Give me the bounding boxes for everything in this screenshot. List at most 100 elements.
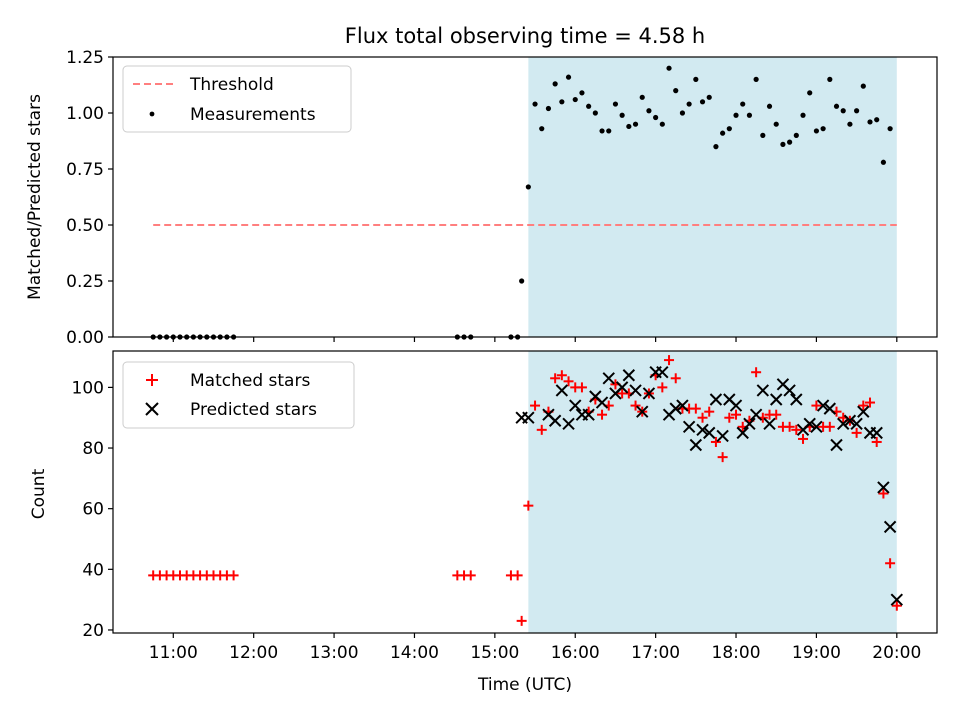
measurement-point bbox=[579, 90, 585, 96]
measurement-point bbox=[773, 121, 779, 127]
predicted-star-point bbox=[743, 417, 756, 430]
measurement-point bbox=[740, 101, 746, 107]
predicted-star-point bbox=[669, 402, 682, 415]
observing-window-shade-bottom bbox=[528, 351, 897, 633]
predicted-star-point bbox=[682, 420, 696, 434]
top-legend: Threshold Measurements bbox=[122, 65, 352, 133]
measurement-point bbox=[827, 76, 833, 82]
matched-star-point bbox=[550, 373, 561, 384]
predicted-star-point bbox=[689, 438, 703, 452]
top-legend-box bbox=[122, 65, 352, 133]
predicted-legend-swatch bbox=[145, 402, 159, 416]
predicted-star-point bbox=[749, 408, 763, 421]
predicted-star-point bbox=[703, 426, 716, 440]
matched-star-point bbox=[704, 406, 715, 417]
measurement-point bbox=[539, 126, 545, 132]
measurement-point bbox=[854, 108, 860, 114]
predicted-star-point bbox=[810, 420, 823, 434]
predicted-legend-label: Predicted stars bbox=[190, 400, 317, 420]
matched-star-point bbox=[576, 382, 587, 393]
measurement-point bbox=[766, 103, 773, 109]
measurement-point bbox=[780, 141, 786, 147]
matched-star-point bbox=[697, 412, 708, 423]
measurement-point bbox=[525, 184, 531, 190]
top-y-axis: 0.00 0.25 0.50 0.75 1.00 1.25 bbox=[66, 48, 113, 348]
predicted-star-point bbox=[870, 426, 883, 440]
top-y-tick-label: 1.25 bbox=[66, 48, 104, 68]
matched-star-point bbox=[771, 409, 782, 420]
predicted-star-point bbox=[857, 405, 870, 418]
measurement-point bbox=[706, 94, 712, 100]
bottom-y-tick-label: 100 bbox=[72, 378, 104, 398]
x-tick-label: 19:00 bbox=[792, 643, 841, 663]
measurement-point bbox=[545, 105, 552, 112]
x-tick-label: 15:00 bbox=[470, 643, 519, 663]
matched-star-point bbox=[664, 355, 675, 366]
measurement-point bbox=[686, 101, 692, 107]
measurement-point bbox=[720, 130, 726, 136]
measurement-point bbox=[887, 126, 893, 132]
measurement-point bbox=[639, 94, 645, 100]
measurement-point bbox=[880, 159, 887, 165]
matched-star-point bbox=[824, 421, 835, 432]
matched-star-point bbox=[556, 370, 567, 381]
predicted-star-point bbox=[883, 520, 897, 534]
x-tick-label: 20:00 bbox=[872, 643, 921, 663]
predicted-star-point bbox=[595, 396, 609, 409]
matched-star-point bbox=[811, 400, 822, 411]
top-y-tick-label: 1.00 bbox=[66, 104, 104, 124]
predicted-star-point bbox=[816, 399, 830, 412]
measurement-point bbox=[532, 101, 538, 107]
bottom-x-axis: 11:00 12:00 13:00 14:00 15:00 16:00 17:00 18:00… bbox=[149, 633, 921, 663]
predicted-star-point bbox=[622, 369, 636, 382]
predicted-star-point bbox=[756, 384, 770, 397]
bottom-y-axis: 20 40 60 80 100 bbox=[72, 378, 113, 641]
top-y-tick-label: 0.50 bbox=[66, 216, 104, 236]
matched-star-point bbox=[878, 488, 889, 499]
measurement-point bbox=[599, 128, 605, 134]
predicted-star-point bbox=[709, 393, 723, 406]
measurement-point bbox=[565, 74, 572, 80]
predicted-star-point bbox=[555, 384, 569, 397]
measurement-point bbox=[679, 110, 686, 116]
measurement-point bbox=[653, 114, 659, 121]
predicted-star-point bbox=[729, 399, 743, 412]
measurement-point bbox=[586, 103, 592, 109]
measurements-points bbox=[150, 65, 893, 340]
matched-star-point bbox=[791, 424, 802, 435]
matched-star-point bbox=[465, 570, 476, 581]
measurement-point bbox=[726, 126, 732, 132]
matched-star-point bbox=[858, 400, 869, 411]
measurement-point bbox=[659, 121, 665, 127]
measurement-point bbox=[632, 121, 639, 127]
measurement-point bbox=[874, 117, 880, 123]
predicted-star-point bbox=[837, 417, 850, 430]
matched-star-point bbox=[597, 409, 608, 420]
matched-star-point bbox=[871, 436, 882, 447]
matched-star-point bbox=[717, 452, 728, 463]
predicted-star-point bbox=[522, 411, 535, 424]
x-tick-label: 18:00 bbox=[712, 643, 761, 663]
matched-star-point bbox=[710, 436, 721, 447]
measurement-point bbox=[666, 65, 672, 71]
measurement-point bbox=[713, 144, 719, 150]
measurement-point bbox=[612, 101, 619, 107]
matched-star-point bbox=[228, 570, 239, 581]
measurement-point bbox=[572, 96, 578, 103]
threshold-legend-label: Threshold bbox=[189, 75, 274, 95]
measurement-point bbox=[592, 110, 598, 116]
bottom-panel: 20 40 60 80 100 11:00 12:00 13:00 14:00 15:00 16:… bbox=[29, 350, 938, 695]
measurement-point bbox=[820, 126, 826, 132]
measurements-legend-label: Measurements bbox=[190, 105, 316, 125]
measurement-point bbox=[867, 119, 873, 125]
measurement-point bbox=[733, 112, 739, 118]
bottom-y-label: Count bbox=[29, 468, 49, 519]
top-y-label: Matched/Predicted stars bbox=[25, 94, 45, 300]
bottom-legend: Matched stars Predicted stars bbox=[122, 361, 355, 429]
x-tick-label: 16:00 bbox=[551, 643, 600, 663]
measurement-point bbox=[699, 99, 706, 105]
bottom-y-tick-label: 60 bbox=[82, 500, 104, 520]
measurement-point bbox=[833, 103, 840, 109]
measurement-point bbox=[746, 112, 753, 118]
